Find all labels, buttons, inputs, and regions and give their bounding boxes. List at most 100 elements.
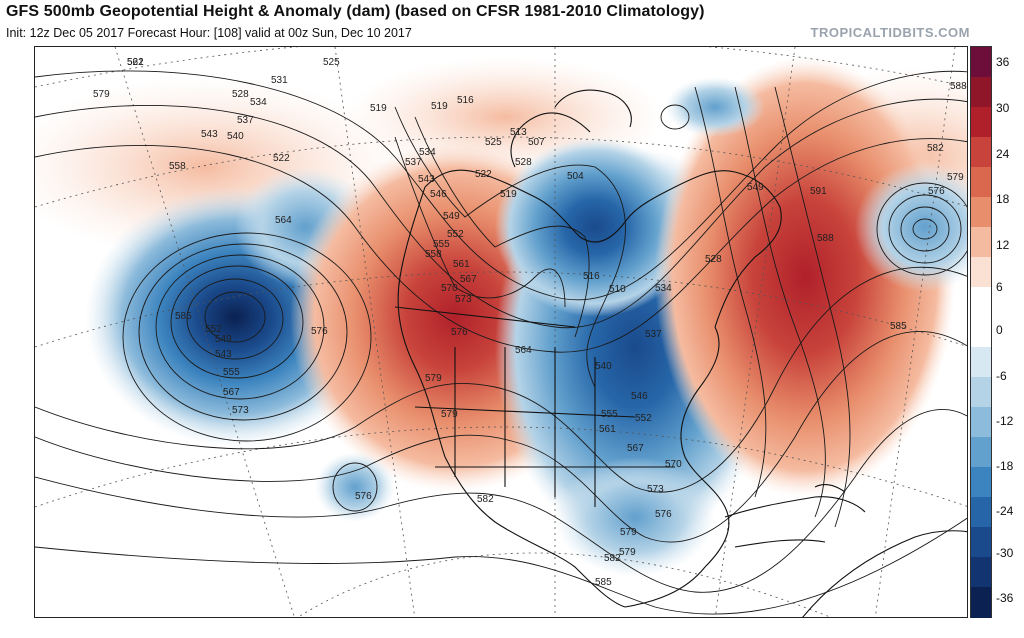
colorbar-segment: [971, 257, 991, 288]
colorbar-tick-label: 24: [996, 147, 1010, 161]
contour-label: 567: [460, 274, 477, 285]
colorbar-tick-label: -18: [996, 459, 1014, 473]
colorbar-tick-label: -6: [996, 369, 1007, 383]
height-contours: [35, 70, 967, 615]
contour-label: 567: [223, 387, 240, 398]
contour-label: 582: [927, 143, 944, 154]
contour-label: 552: [205, 324, 222, 335]
colorbar-segment: [971, 557, 991, 588]
contour-label: 513: [510, 127, 527, 138]
contour-label: 519: [370, 103, 387, 114]
contour-label: 555: [433, 239, 450, 250]
anomaly-map: 561 531 525 579 528 534 537 543 540 558 522 519 519 5…: [34, 46, 968, 618]
contour-label: 579: [619, 547, 636, 558]
contour-label: 537: [405, 157, 422, 168]
chart-title: GFS 500mb Geopotential Height & Anomaly …: [6, 3, 705, 20]
contour-label: 585: [890, 321, 907, 332]
colorbar-tick-label: 12: [996, 238, 1010, 252]
contour-label: 576: [355, 491, 372, 502]
contour-label: 579: [620, 527, 637, 538]
contour-label: 540: [227, 131, 244, 142]
colorbar-segment: [971, 47, 991, 78]
colorbar-segment: [971, 317, 991, 348]
colorbar-segment: [971, 227, 991, 258]
contour-label: 585: [175, 311, 192, 322]
contour-label: 546: [430, 189, 447, 200]
contour-label: 579: [947, 172, 964, 183]
contour-label: 588: [817, 233, 834, 244]
contour-label: 537: [237, 115, 254, 126]
contour-label: 537: [645, 329, 662, 340]
contour-label: 570: [665, 459, 682, 470]
contour-label: 552: [635, 413, 652, 424]
contour-label: 561: [127, 57, 144, 68]
colorbar-segment: [971, 197, 991, 228]
contour-label: 534: [250, 97, 267, 108]
contour-label: 546: [631, 391, 648, 402]
contour-label: 582: [477, 494, 494, 505]
colorbar-tick-label: -12: [996, 414, 1014, 428]
contour-label: 573: [455, 294, 472, 305]
contour-label: 528: [705, 254, 722, 265]
colorbar-segment: [971, 377, 991, 408]
contour-label: 549: [215, 334, 232, 345]
contour-label: 564: [515, 345, 532, 356]
contour-label: 576: [451, 327, 468, 338]
contour-label: 576: [655, 509, 672, 520]
colorbar-segment: [971, 527, 991, 558]
contour-label: 576: [928, 186, 945, 197]
contour-label: 579: [441, 409, 458, 420]
contour-label: 549: [443, 211, 460, 222]
anomaly-field: [555, 457, 715, 577]
colorbar-segment: [971, 407, 991, 438]
contour-label: 519: [500, 189, 517, 200]
contour-label: 582: [604, 553, 621, 564]
header: GFS 500mb Geopotential Height & Anomaly …: [0, 0, 1024, 46]
colorbar-tick-label: 36: [996, 55, 1010, 69]
contour-label: 543: [215, 349, 232, 360]
atlantic-ridge-anomaly: [655, 57, 955, 497]
contour-label: 522: [273, 153, 290, 164]
anomaly-field: [315, 452, 395, 522]
contour-label: 522: [475, 169, 492, 180]
brand-watermark: TROPICALTIDBITS.COM: [810, 25, 970, 40]
colorbar-segment: [971, 587, 991, 618]
colorbar-tick-label: 18: [996, 192, 1010, 206]
colorbar-segment: [971, 437, 991, 468]
contour-label: 576: [311, 326, 328, 337]
contour-label: 558: [169, 161, 186, 172]
contour-label: 555: [223, 367, 240, 378]
colorbar-tick-label: 30: [996, 101, 1010, 115]
contour-label: 573: [647, 484, 664, 495]
contour-label: 540: [595, 361, 612, 372]
contour-label: 510: [609, 284, 626, 295]
colorbar-tick-label: 0: [996, 323, 1003, 337]
colorbar-segment: [971, 287, 991, 318]
contour-label: 528: [515, 157, 532, 168]
colorbar-tick-label: -30: [996, 546, 1014, 560]
contour-label: 516: [457, 95, 474, 106]
contour-label: 561: [599, 424, 616, 435]
anomaly-colorbar: [970, 46, 992, 618]
colorbar-segment: [971, 137, 991, 168]
contour-label: 561: [453, 259, 470, 270]
colorbar-tick-label: 6: [996, 280, 1003, 294]
anomaly-field: [665, 77, 765, 137]
contour-label: 525: [323, 57, 340, 68]
contour-label: 555: [601, 409, 618, 420]
contour-label: 567: [627, 443, 644, 454]
contour-label: 570: [441, 283, 458, 294]
contour-label: 558: [425, 249, 442, 260]
colorbar-tick-label: -36: [996, 591, 1014, 605]
contour-label: 522: [127, 57, 144, 68]
contour-label: 543: [418, 174, 435, 185]
contour-label: 525: [485, 137, 502, 148]
colorbar-segment: [971, 107, 991, 138]
contour-label: 504: [567, 171, 584, 182]
contour-label: 549: [747, 182, 764, 193]
contour-label: 528: [232, 89, 249, 100]
contour-label: 519: [431, 101, 448, 112]
contour-label: 579: [425, 373, 442, 384]
